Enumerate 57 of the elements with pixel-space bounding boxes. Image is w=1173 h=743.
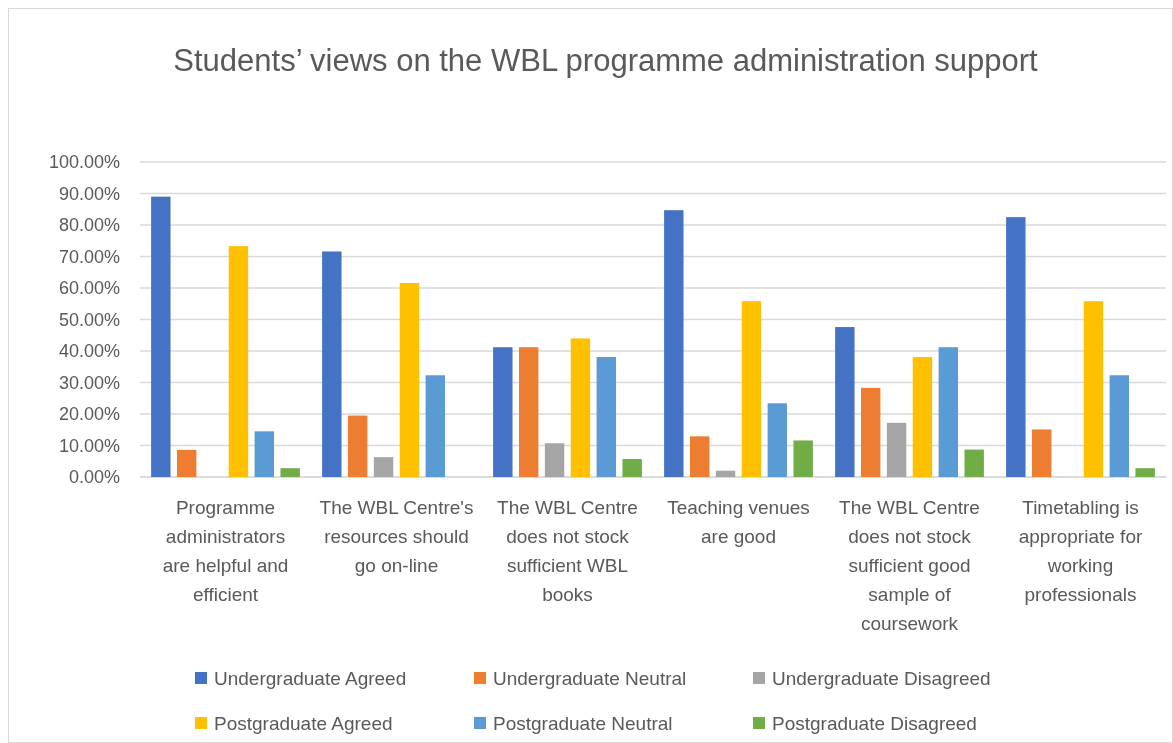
y-tick-label: 90.00% [58,183,120,204]
bar [715,470,736,477]
bar [596,356,617,477]
bar [493,347,513,477]
x-tick-label: Teaching venues are good [667,497,810,547]
bar [425,375,446,477]
legend-label: Postgraduate Disagreed [772,712,977,734]
bar [1031,429,1052,477]
legend-label: Postgraduate Agreed [214,712,393,734]
bar [1006,217,1026,477]
bar [570,338,591,477]
x-tick-label: The WBL Centre's resources should go on-line [319,497,474,576]
x-tick-label: Programme administrators are helpful and efficient [162,497,289,605]
y-tick-label: 70.00% [58,246,120,267]
bar [886,422,907,477]
bar [912,356,933,477]
bar [767,403,788,477]
y-tick-label: 0.00% [68,467,120,488]
y-tick-label: 20.00% [58,404,120,425]
bar [1135,468,1155,477]
bar [938,347,959,477]
bar [622,459,642,477]
bar [1083,301,1104,477]
bar [399,282,420,477]
bar [544,443,565,477]
bar [373,457,394,477]
legend-label: Postgraduate Neutral [493,712,673,734]
y-tick-label: 40.00% [58,341,120,362]
x-tick-label: The WBL Centre does not stock sufficient WBL books [497,497,638,605]
bar [741,301,762,477]
bar [689,436,710,477]
x-tick-label: Timetabling is appropriate for working professionals [1018,497,1143,605]
y-tick-label: 10.00% [58,435,120,456]
y-tick-label: 50.00% [58,309,120,330]
bar [1109,375,1130,477]
bar [860,387,881,477]
bar [176,449,197,477]
legend-label: Undergraduate Agreed [214,667,407,689]
bar [664,210,684,477]
y-tick-label: 100.00% [48,152,120,173]
bar [793,440,813,477]
bar [228,246,249,477]
bar [280,468,300,477]
legend-label: Undergraduate Disagreed [772,667,991,689]
y-tick-label: 30.00% [58,372,120,393]
bar [254,431,275,477]
bar [518,347,539,477]
chart-title: Students’ views on the WBL programme administration support [173,43,1039,78]
bar [347,415,368,477]
y-tick-label: 80.00% [58,215,120,236]
y-tick-label: 60.00% [58,278,120,299]
bar [964,449,984,477]
bar [835,327,855,477]
bar [322,251,342,477]
legend-label: Undergraduate Neutral [493,667,687,689]
bar [151,196,171,477]
x-tick-label: The WBL Centre does not stock sufficient good sample of coursework [839,497,980,634]
